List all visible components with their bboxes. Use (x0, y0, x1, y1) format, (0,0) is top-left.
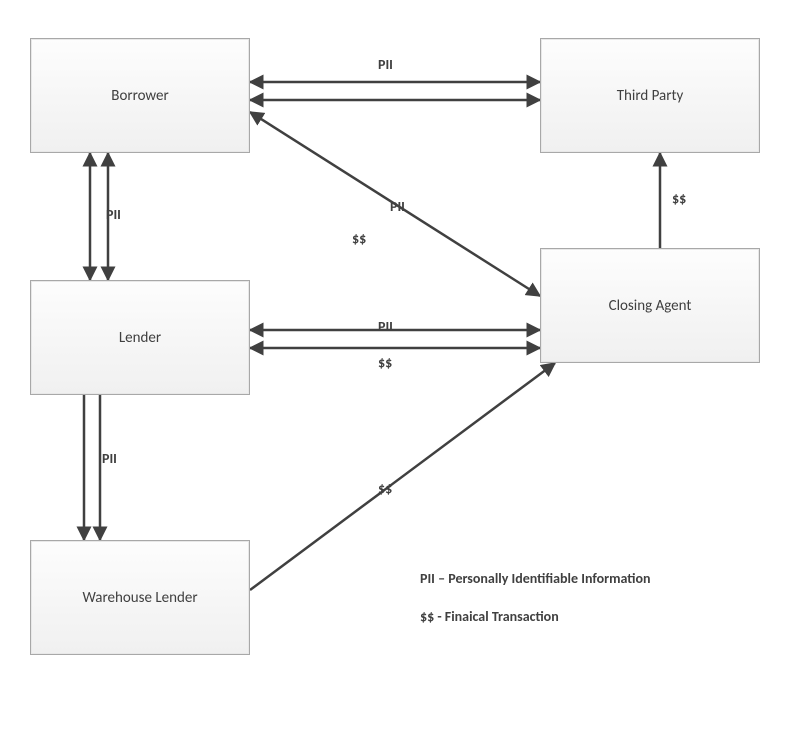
legend-dollars: $$ - Finaical Transaction (420, 608, 559, 625)
node-label: Warehouse Lender (82, 589, 197, 607)
edge-label-pii_diag: PII (390, 198, 405, 215)
node-borrower: Borrower (30, 38, 250, 153)
edge-label-lender_closing_t: PII (378, 318, 393, 335)
edge-warehouse_closing (250, 363, 555, 590)
node-third-party: Third Party (540, 38, 760, 153)
node-closing-agent: Closing Agent (540, 248, 760, 363)
edge-label-borrower_lender_l: PII (106, 206, 121, 223)
edge-label-lender_closing_b: $$ (378, 354, 392, 371)
node-label: Borrower (111, 87, 168, 105)
node-warehouse-lender: Warehouse Lender (30, 540, 250, 655)
node-label: Third Party (617, 87, 684, 105)
diagram-canvas: Borrower Third Party Lender Closing Agen… (0, 0, 801, 740)
legend-pii: PII – Personally Identifiable Informatio… (420, 570, 651, 587)
edge-label-closing_third: $$ (672, 190, 686, 207)
edge-label-warehouse_closing: $$ (378, 480, 392, 497)
node-lender: Lender (30, 280, 250, 395)
edge-label-dd_diag: $$ (352, 230, 366, 247)
node-label: Closing Agent (609, 297, 692, 315)
edge-label-borrower_third_top: PII (378, 56, 393, 73)
edge-label-lender_warehouse_l: PII (102, 450, 117, 467)
node-label: Lender (119, 329, 161, 347)
